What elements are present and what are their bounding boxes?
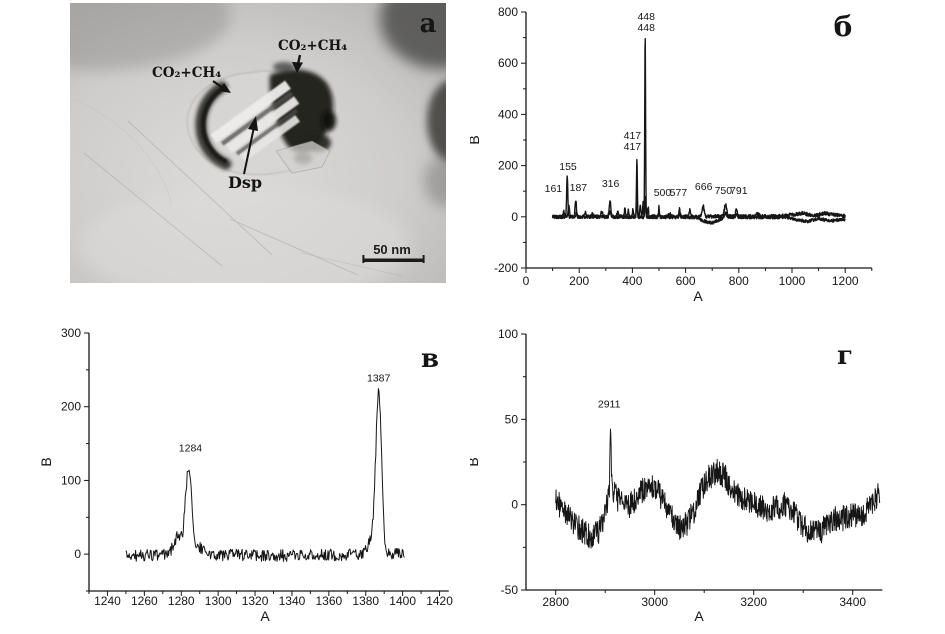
peak-label: 666 bbox=[695, 181, 713, 193]
co2-ch4-left-arrowhead bbox=[219, 83, 231, 93]
dark-rim-left-core bbox=[201, 86, 228, 164]
peak-label: 448 bbox=[637, 11, 655, 23]
fluid-inclusion bbox=[186, 62, 336, 176]
x-tick-label: 800 bbox=[729, 274, 749, 288]
panel-letter: в bbox=[421, 344, 439, 374]
y-tick-label: 50 bbox=[505, 412, 519, 426]
micrograph-image: CO₂+CH₄ CO₂+CH₄ Dsp a 50 nm bbox=[0, 0, 504, 303]
micrograph-annotations: CO₂+CH₄ CO₂+CH₄ Dsp a 50 nm bbox=[152, 9, 437, 263]
peak-label: 187 bbox=[570, 182, 588, 194]
peak-label: 750 bbox=[715, 185, 733, 197]
panel-a-micrograph: CO₂+CH₄ CO₂+CH₄ Dsp a 50 nm bbox=[0, 0, 504, 303]
peak-label: 316 bbox=[602, 178, 620, 190]
peak-label: 1387 bbox=[367, 373, 391, 385]
y-tick-label: 0 bbox=[74, 547, 81, 561]
y-tick-label: 300 bbox=[61, 326, 81, 340]
x-tick-label: 3000 bbox=[641, 595, 668, 609]
dsp-arrowhead bbox=[248, 116, 258, 131]
peak-label: 1284 bbox=[179, 443, 203, 455]
x-tick-label: 1260 bbox=[131, 594, 158, 608]
x-tick-label: 2800 bbox=[542, 595, 569, 609]
co2-ch4-right-arrowhead bbox=[292, 62, 303, 73]
panel-a-letter: a bbox=[420, 9, 437, 39]
peak-label: 417 bbox=[624, 130, 642, 142]
dark-satellite-3 bbox=[322, 111, 336, 131]
x-tick-label: 200 bbox=[569, 274, 589, 288]
peak-label: 161 bbox=[545, 183, 563, 195]
scale-bar-cap-left bbox=[362, 255, 365, 263]
x-axis-title: A bbox=[260, 608, 270, 624]
y-tick-label: 100 bbox=[498, 327, 518, 341]
spectrum-trace-spectrum-2 bbox=[551, 195, 846, 225]
x-tick-label: 1400 bbox=[389, 594, 416, 608]
y-tick-label: 0 bbox=[511, 210, 518, 224]
y-tick-label: 100 bbox=[61, 473, 81, 487]
peak-label: 500 bbox=[654, 187, 672, 199]
peak-label: 155 bbox=[559, 161, 577, 173]
co2-ch4-left-arrow bbox=[212, 80, 224, 89]
x-tick-label: 3400 bbox=[839, 595, 866, 609]
scale-bar bbox=[363, 258, 424, 262]
y-axis-title: B bbox=[470, 135, 482, 144]
co2-ch4-label-right: CO₂+CH₄ bbox=[278, 38, 347, 54]
x-axis-title: A bbox=[693, 288, 703, 304]
y-tick-label: 400 bbox=[498, 107, 518, 121]
scale-bar-cap-right bbox=[422, 255, 425, 263]
y-tick-label: 200 bbox=[498, 159, 518, 173]
y-axis-title: B bbox=[470, 457, 481, 466]
spectrum-trace-spectrum bbox=[555, 428, 881, 549]
peak-label: 417 bbox=[624, 141, 642, 153]
panel-c-chart: 1240 1260 1280 1300 1320 1340 1360 1380 1400 1420… bbox=[38, 326, 453, 624]
y-tick-label: 600 bbox=[498, 56, 518, 70]
y-tick-label: 0 bbox=[511, 498, 518, 512]
light-bottom-area bbox=[80, 187, 410, 303]
spectrum-trace-spectrum-1 bbox=[551, 38, 846, 220]
x-tick-label: 3200 bbox=[740, 595, 767, 609]
panel-letter: б bbox=[834, 10, 853, 43]
panel-d-chart: 2800 3000 3200 3400 -50 0 50 100 A Bг 2911 bbox=[470, 327, 883, 624]
x-tick-label: 1200 bbox=[832, 274, 859, 288]
co2-ch4-label-left: CO₂+CH₄ bbox=[152, 65, 221, 81]
panel-b-chart: 0 200 400 600 800 1000 1200 -200 0 200 400 600 800 A B… bbox=[470, 5, 873, 304]
x-tick-label: 1240 bbox=[94, 594, 121, 608]
x-tick-label: 1280 bbox=[168, 594, 195, 608]
peak-label: 2911 bbox=[598, 398, 621, 410]
y-tick-label: -50 bbox=[501, 583, 519, 597]
x-tick-label: 600 bbox=[676, 274, 696, 288]
scratch-lines bbox=[73, 98, 403, 277]
x-tick-label: 1300 bbox=[205, 594, 232, 608]
x-tick-label: 1320 bbox=[242, 594, 269, 608]
y-tick-label: -200 bbox=[494, 261, 518, 275]
peak-label: 791 bbox=[730, 185, 748, 197]
y-tick-label: 200 bbox=[61, 400, 81, 414]
x-axis-title: A bbox=[694, 608, 704, 624]
y-tick-label: 800 bbox=[498, 5, 518, 19]
dsp-arrow bbox=[243, 126, 255, 175]
x-tick-label: 0 bbox=[523, 274, 530, 288]
x-tick-label: 1000 bbox=[779, 274, 806, 288]
spectrum-trace-spectrum bbox=[125, 388, 405, 562]
x-tick-label: 400 bbox=[622, 274, 642, 288]
peak-label: 448 bbox=[637, 22, 655, 34]
scale-bar-label: 50 nm bbox=[373, 242, 411, 257]
dsp-label: Dsp bbox=[228, 173, 262, 192]
y-axis-title: B bbox=[38, 457, 54, 466]
dark-satellite-4 bbox=[273, 62, 295, 72]
peak-label: 577 bbox=[670, 187, 688, 199]
x-tick-label: 1360 bbox=[315, 594, 342, 608]
translucent-crystal-bottom bbox=[275, 140, 331, 174]
x-tick-label: 1340 bbox=[279, 594, 306, 608]
x-tick-label: 1380 bbox=[352, 594, 379, 608]
panel-letter: г bbox=[837, 341, 853, 371]
x-tick-label: 1420 bbox=[426, 594, 453, 608]
